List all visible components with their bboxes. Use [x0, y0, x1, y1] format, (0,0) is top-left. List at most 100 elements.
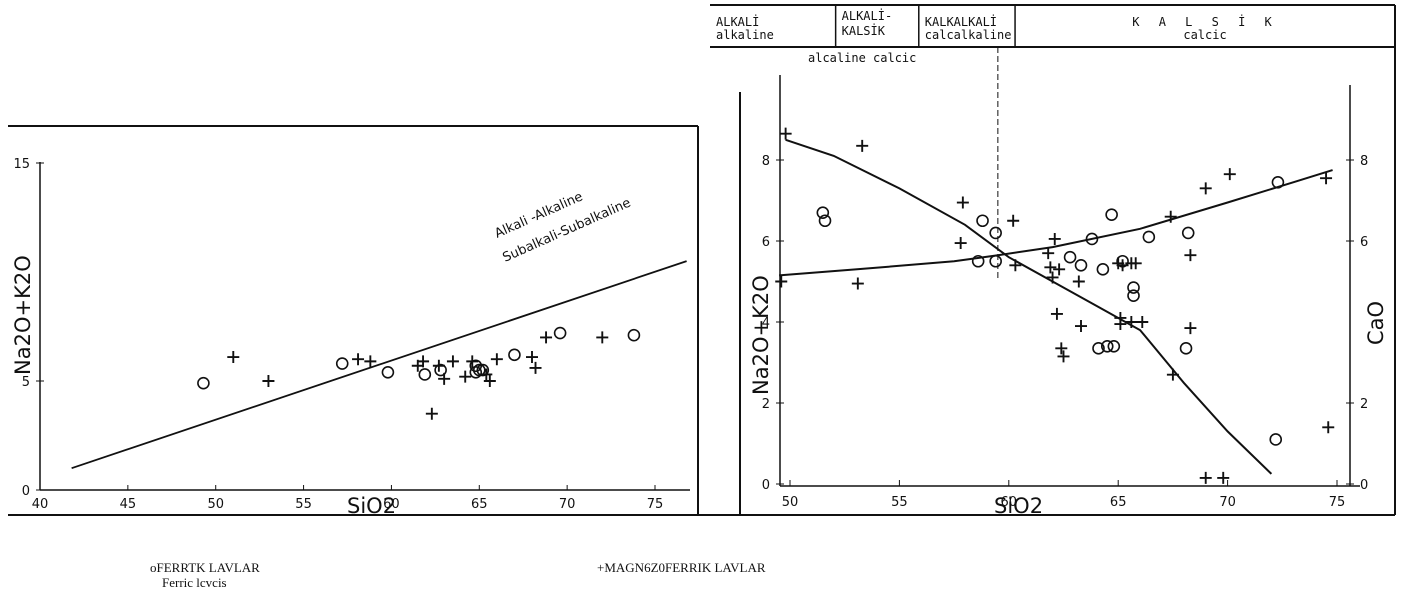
left-x-tick-label: 40	[32, 497, 49, 512]
right-y2-axis-label: CaO	[1364, 301, 1388, 345]
right-magnetic-point	[1116, 259, 1129, 272]
left-magnetic-point	[438, 372, 451, 385]
right-points	[775, 127, 1335, 484]
band-sublabel: calcic	[1183, 28, 1226, 42]
right-magnetic-point	[1075, 320, 1087, 333]
right-magnetic-point	[1199, 471, 1212, 484]
left-x-tick-label: 60	[383, 497, 400, 512]
right-ferric-point	[976, 214, 989, 228]
right-ferric-point	[989, 254, 1002, 268]
right-magnetic-point	[1057, 350, 1070, 363]
left-magnetic-point	[425, 407, 438, 420]
right-magnetic-point	[1055, 342, 1068, 355]
left-ferric-point	[508, 348, 521, 362]
left-ferric-point	[476, 363, 490, 377]
left-x-tick-label: 55	[295, 497, 312, 512]
left-points	[197, 326, 641, 420]
right-ferric-point	[1127, 281, 1140, 294]
right-magnetic-point	[956, 196, 969, 209]
right-magnetic-point	[1007, 214, 1020, 227]
right-y2-tick-label: 8	[1360, 154, 1368, 169]
right-x-tick-label: 65	[1110, 495, 1127, 510]
left-magnetic-point	[227, 351, 240, 364]
left-magnetic-point	[490, 353, 503, 366]
right-magnetic-point	[1009, 259, 1022, 272]
right-y-ticks: 0 2 4 6 8	[762, 154, 784, 493]
right-ferric-point	[1271, 175, 1285, 189]
legend-ferric-symbol: o	[150, 560, 157, 575]
left-y-tick-label: 15	[13, 157, 30, 172]
left-x-tick-label: 75	[647, 497, 664, 512]
legend-ferric-sub: Ferric lcvcis	[162, 575, 227, 590]
right-x-tick-label: 70	[1219, 495, 1236, 510]
left-magnetic-point	[466, 355, 479, 368]
left-x-tick-label: 70	[559, 497, 576, 512]
alkaline-subalkaline-line	[71, 260, 687, 470]
right-y-tick-label: 4	[762, 316, 770, 331]
right-magnetic-point	[1166, 368, 1179, 381]
left-x-tick-label: 50	[207, 497, 224, 512]
left-magnetic-point	[262, 375, 275, 387]
left-ferric-point	[381, 365, 395, 379]
band-label: K A L S İ K	[1132, 14, 1277, 29]
legend-magnetic-symbol: +	[597, 560, 605, 575]
alkali-trend-line	[779, 169, 1333, 277]
right-ferric-point	[1092, 342, 1105, 355]
left-x-tick-label: 65	[471, 497, 488, 512]
left-ferric-point	[197, 376, 210, 390]
right-y2-tick-label: 2	[1360, 397, 1368, 412]
left-magnetic-point	[459, 370, 472, 383]
right-x-tick-label: 60	[1001, 495, 1018, 510]
right-magnetic-point	[1199, 182, 1212, 195]
right-magnetic-point	[1320, 172, 1333, 185]
right-x-tick-label: 50	[782, 495, 799, 510]
right-ferric-point	[1142, 230, 1156, 244]
right-y2-ticks: 0 2 6 8	[1346, 154, 1368, 493]
left-magnetic-point	[352, 353, 365, 366]
left-magnetic-point	[540, 331, 553, 344]
right-ferric-point	[1063, 250, 1077, 264]
right-magnetic-point	[1046, 271, 1059, 284]
left-magnetic-point	[526, 351, 538, 364]
right-ferric-point	[1181, 226, 1195, 240]
right-y-tick-label: 0	[762, 478, 770, 493]
right-ferric-point	[989, 226, 1002, 240]
right-magnetic-point	[1072, 275, 1085, 288]
right-ferric-point	[1096, 263, 1110, 276]
right-ferric-point	[1269, 433, 1283, 446]
left-ferric-point	[627, 328, 641, 342]
band-label: KALKALKALİ	[925, 14, 997, 29]
right-magnetic-point	[1125, 316, 1138, 328]
right-x-tick-label: 75	[1329, 495, 1346, 510]
left-y-tick-label: 0	[22, 484, 30, 499]
right-ferric-point	[1105, 208, 1118, 221]
left-y-ticks: 0 5 15	[13, 157, 44, 499]
right-magnetic-point	[1322, 421, 1335, 434]
left-magnetic-point	[480, 368, 493, 381]
right-y-tick-label: 6	[762, 235, 770, 250]
legend-ferric: oFERRTK LAVLAR Ferric lcvcis	[150, 560, 260, 590]
right-magnetic-point	[1042, 247, 1055, 260]
right-y-tick-label: 2	[762, 397, 770, 412]
left-y-tick-label: 5	[22, 375, 30, 390]
left-ferric-point	[469, 365, 483, 379]
legend-magnetic-label: MAGN6Z0FERRIK LAVLAR	[604, 560, 766, 575]
left-magnetic-point	[432, 359, 445, 372]
right-x-tick-label: 55	[891, 495, 908, 510]
right-magnetic-point	[779, 127, 792, 140]
right-magnetic-point	[954, 237, 967, 250]
right-magnetic-point	[1053, 263, 1066, 276]
right-magnetic-point	[1044, 261, 1057, 274]
left-magnetic-point	[446, 355, 459, 368]
right-ferric-point	[1100, 339, 1114, 353]
right-x-axis-label: SiO2	[994, 494, 1043, 518]
right-x-ticks: 50 55 60 65 70 75	[782, 480, 1346, 510]
right-magnetic-point	[1050, 307, 1063, 320]
left-magnetic-point	[483, 375, 496, 387]
right-ferric-point	[1127, 289, 1140, 302]
right-magnetic-point	[1136, 316, 1149, 328]
left-magnetic-point	[529, 361, 542, 374]
